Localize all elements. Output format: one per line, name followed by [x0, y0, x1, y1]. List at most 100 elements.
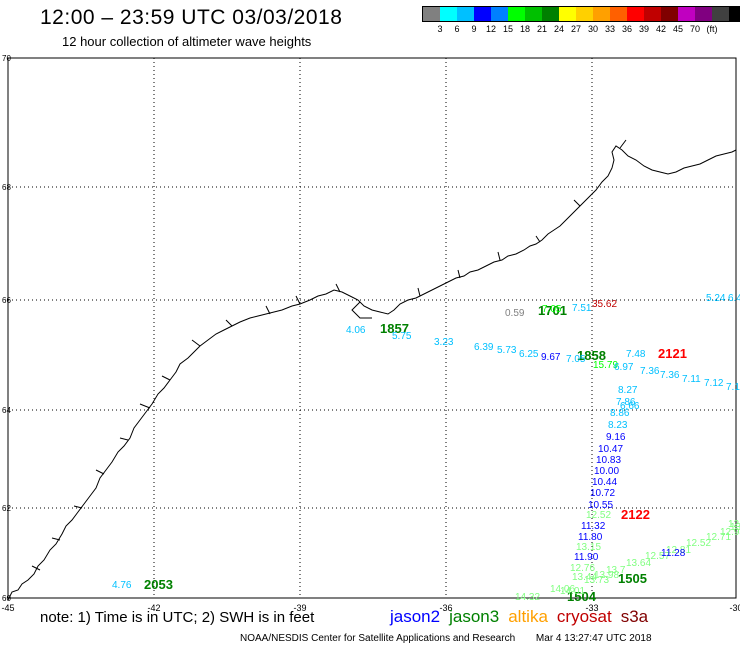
legend-swatch	[644, 7, 661, 21]
swh-value: 12.52	[586, 510, 611, 521]
legend-swatch	[729, 7, 740, 21]
swh-value: 9.67	[541, 352, 561, 363]
credit-text: NOAA/NESDIS Center for Satellite Applica…	[240, 633, 516, 644]
swh-value: 7.05	[542, 304, 562, 315]
legend-swatch	[678, 7, 695, 21]
pass-time-label: 2121	[658, 346, 687, 361]
legend-label: 12	[485, 24, 497, 34]
swh-value: 12.81	[666, 545, 691, 556]
legend-swatch	[610, 7, 627, 21]
satellite-label-altika: altika	[508, 607, 548, 626]
lat-tick-label: 68	[2, 183, 11, 192]
legend-swatch	[627, 7, 644, 21]
swh-value: 7.12	[704, 378, 724, 389]
swh-value: 13.64	[626, 558, 651, 569]
legend-label: 6	[454, 24, 460, 34]
legend-swatch	[440, 7, 457, 21]
swh-value: 5.75	[392, 331, 412, 342]
swh-value: 10.83	[596, 455, 621, 466]
swh-value: 3.23	[434, 337, 454, 348]
pass-time-label: 1858	[577, 348, 606, 363]
swh-value: 11.80	[578, 532, 603, 543]
pass-time-label: 2053	[144, 577, 173, 592]
swh-value: 7.11	[682, 374, 701, 385]
swh-value: 4.06	[346, 325, 366, 336]
swh-measurements: 0.59 7.05 7.51 35.62 5.24 6.4 4.06 5.75 3.23 6.39…	[112, 293, 740, 603]
swh-value: 7.51	[572, 303, 592, 314]
lon-tick-label: -42	[147, 603, 160, 613]
legend-swatch	[576, 7, 593, 21]
legend-swatch	[491, 7, 508, 21]
legend-label: 30	[587, 24, 599, 34]
legend-swatches	[422, 6, 740, 22]
swh-value: 12.52	[686, 538, 711, 549]
legend-swatch	[525, 7, 542, 21]
legend-label: 27	[570, 24, 582, 34]
legend-swatch	[508, 7, 525, 21]
legend-swatch	[474, 7, 491, 21]
legend-swatch	[695, 7, 712, 21]
swh-value: 7.86	[616, 397, 636, 408]
swh-value: 10.47	[598, 444, 623, 455]
swh-value: 7.48	[626, 349, 646, 360]
swh-value: 35.62	[592, 299, 617, 310]
swh-value: 6.97	[614, 362, 634, 373]
swh-value: 12.76	[570, 563, 595, 574]
legend-label: 24	[553, 24, 565, 34]
map-frame	[7, 57, 737, 599]
pass-time-labels: 1701 1857 1858 2121 2122 2053 1505 1504	[144, 303, 687, 604]
map-title: 12:00 – 23:59 UTC 03/03/2018	[40, 6, 343, 29]
swh-value: 14.32	[515, 592, 540, 603]
swh-value: 11.32	[581, 521, 606, 532]
swh-value: 5.73	[497, 345, 517, 356]
lat-tick-label: 70	[2, 54, 11, 63]
map-subtitle: 12 hour collection of altimeter wave hei…	[62, 34, 312, 49]
footer-credit: NOAA/NESDIS Center for Satellite Applica…	[240, 633, 652, 644]
greenland-fjord-detail	[31, 139, 627, 571]
swh-value: 8.86	[610, 408, 630, 419]
swh-value: 5.24	[706, 293, 726, 304]
swh-value: 8.27	[618, 385, 638, 396]
swh-value: 8.23	[608, 420, 628, 431]
swh-value: 12.94	[720, 527, 740, 538]
legend-label: 21	[536, 24, 548, 34]
satellite-label-jason2: jason2	[390, 607, 441, 626]
legend-label: 36	[621, 24, 633, 34]
swh-value: 12	[728, 519, 740, 530]
satellite-label-jason3: jason3	[449, 607, 500, 626]
legend-swatch	[423, 7, 440, 21]
pass-time-label: 1504	[567, 589, 597, 604]
swh-value: 12.57	[645, 551, 670, 562]
swh-value: 13.44	[572, 572, 597, 583]
satellite-label-cryosat: cryosat	[556, 607, 612, 626]
swh-value: 7.05	[566, 354, 586, 365]
lat-lon-grid: -45 -42 -39 -36 -33 -30 70 68 66 64 62 60	[1, 54, 740, 613]
legend-label: 15	[502, 24, 514, 34]
legend-swatch	[712, 7, 729, 21]
greenland-coastline	[7, 145, 737, 601]
legend-swatch	[457, 7, 474, 21]
lon-tick-label: -33	[585, 603, 598, 613]
satellite-legend: jason2 jason3 altika cryosat s3a	[390, 607, 657, 627]
swh-value: 10.55	[588, 500, 613, 511]
legend-swatch	[593, 7, 610, 21]
swh-value: 13.73	[584, 575, 609, 586]
swh-value: 11.90	[574, 552, 599, 563]
legend-label: 42	[655, 24, 667, 34]
legend-label: (ft)	[706, 24, 718, 34]
swh-value: 13.98	[594, 570, 619, 581]
satellite-label-s3a: s3a	[620, 607, 649, 626]
timestamp: Mar 4 13:27:47 UTC 2018	[535, 633, 652, 644]
swh-value: 10.44	[592, 477, 617, 488]
legend-label: 70	[689, 24, 701, 34]
swh-value: 13	[730, 522, 740, 533]
legend-label: 18	[519, 24, 531, 34]
legend-swatch	[542, 7, 559, 21]
legend-label: 9	[471, 24, 477, 34]
lat-tick-label: 62	[2, 504, 11, 513]
swh-value: 10.72	[590, 488, 615, 499]
swh-value: 14.01	[560, 586, 585, 597]
swh-value: 9.16	[606, 432, 626, 443]
legend-label: 3	[437, 24, 443, 34]
swh-value: 11.28	[661, 548, 686, 559]
